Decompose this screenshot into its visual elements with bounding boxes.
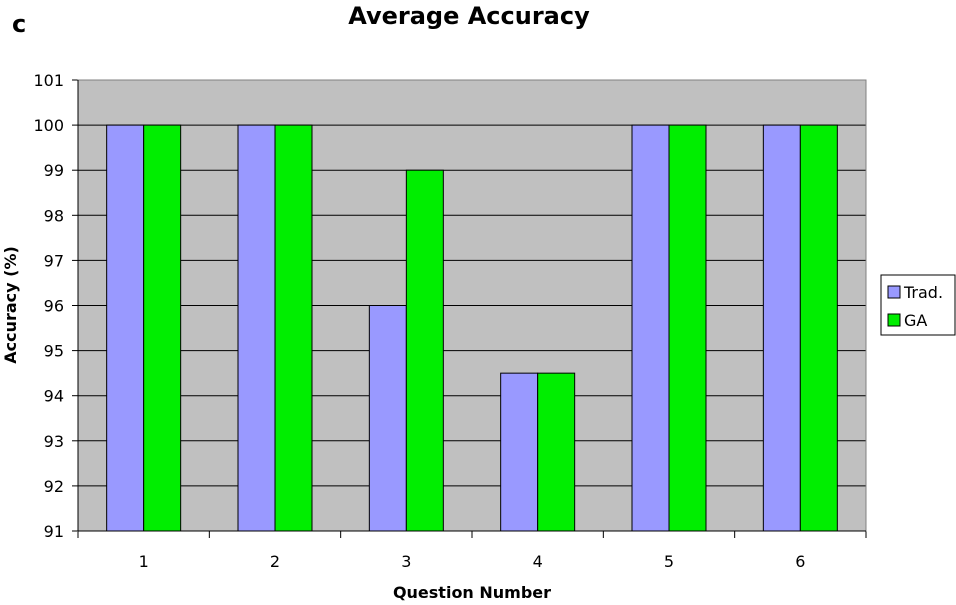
bar — [631, 124, 670, 532]
bar — [368, 305, 407, 532]
x-tick-labels: 1 2 3 4 5 6 — [139, 552, 806, 571]
x-tick-label: 5 — [664, 552, 674, 571]
y-axis-title: Accuracy (%) — [1, 246, 20, 364]
x-axis-title: Question Number — [393, 583, 551, 602]
legend-label: Trad. — [903, 283, 943, 302]
y-tick-label: 101 — [33, 71, 64, 90]
legend-swatch — [887, 313, 901, 327]
bar — [143, 124, 182, 532]
x-tick-label: 6 — [795, 552, 805, 571]
bar — [537, 372, 576, 532]
y-tick-label: 97 — [44, 251, 64, 270]
panel-label: c — [12, 10, 26, 38]
y-tick-label: 95 — [44, 342, 64, 361]
bars — [106, 124, 838, 532]
y-tick-label: 92 — [44, 477, 64, 496]
y-tick-labels: 91 92 93 94 95 96 97 98 99 100 101 — [33, 71, 64, 541]
y-tick-label: 96 — [44, 297, 64, 316]
x-tick-label: 3 — [401, 552, 411, 571]
y-tick-label: 100 — [33, 116, 64, 135]
y-tick-label: 93 — [44, 432, 64, 451]
legend-swatch — [887, 285, 901, 299]
legend: Trad. GA — [880, 274, 956, 336]
x-tick-label: 1 — [139, 552, 149, 571]
x-tick-label: 4 — [533, 552, 543, 571]
bar — [405, 169, 444, 532]
bar — [668, 124, 707, 532]
bar — [274, 124, 313, 532]
x-tick-label: 2 — [270, 552, 280, 571]
chart-title: Average Accuracy — [348, 2, 590, 30]
y-tick-label: 99 — [44, 161, 64, 180]
bar — [500, 372, 539, 532]
y-tick-label: 91 — [44, 522, 64, 541]
y-tick-label: 94 — [44, 387, 64, 406]
bar — [237, 124, 276, 532]
legend-label: GA — [904, 311, 927, 330]
bar — [762, 124, 801, 532]
bar — [799, 124, 838, 532]
y-tick-label: 98 — [44, 206, 64, 225]
bar — [106, 124, 145, 532]
axes — [72, 79, 867, 538]
